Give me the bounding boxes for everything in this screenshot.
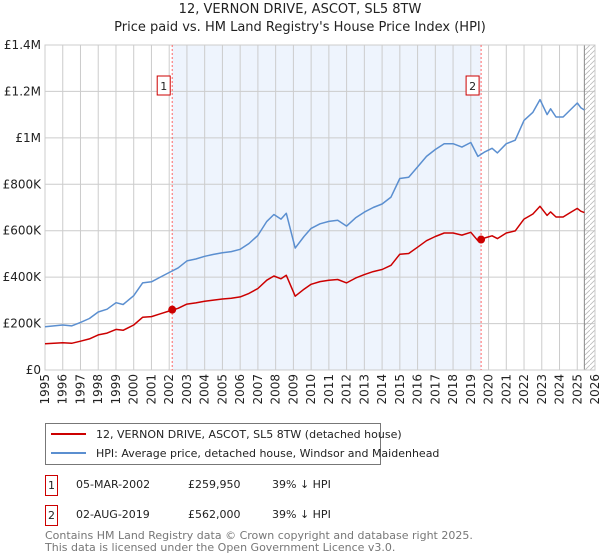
- legend-item-property: 12, VERNON DRIVE, ASCOT, SL5 8TW (detach…: [51, 426, 402, 442]
- y-tick-label: £600K: [3, 224, 43, 238]
- transaction-date: 05-MAR-2002: [76, 478, 151, 491]
- x-tick-label: 1996: [56, 374, 70, 405]
- x-tick-label: 2010: [304, 374, 318, 405]
- sale-badge: [465, 75, 480, 96]
- ownership-shade: [172, 45, 482, 370]
- x-tick-label: 2011: [322, 374, 336, 405]
- legend-swatch-hpi: [51, 452, 86, 454]
- y-tick-label: £0: [26, 363, 41, 377]
- x-tick-label: 1997: [73, 374, 87, 405]
- x-tick-label: 2014: [375, 374, 389, 405]
- plot-border: [44, 44, 596, 371]
- sale-point: [168, 305, 177, 314]
- x-tick-label: 2004: [198, 374, 212, 405]
- x-tick-label: 2018: [446, 374, 460, 405]
- x-tick-label: 2022: [517, 374, 531, 405]
- x-tick-label: 2019: [464, 374, 478, 405]
- legend: 12, VERNON DRIVE, ASCOT, SL5 8TW (detach…: [45, 423, 439, 465]
- legend-label-hpi: HPI: Average price, detached house, Wind…: [96, 446, 440, 460]
- x-tick-label: 1999: [109, 374, 123, 405]
- x-tick-label: 2012: [340, 374, 354, 405]
- legend-swatch-property: [51, 433, 86, 435]
- x-tick-label: 2003: [180, 374, 194, 405]
- hpi-line: [44, 98, 585, 328]
- x-tick-label: 2009: [286, 374, 300, 405]
- sale-badge-label: 2: [469, 80, 476, 93]
- property-price-line: [44, 205, 585, 345]
- sale-badge: [156, 75, 171, 96]
- transaction-badge: 1: [45, 475, 58, 496]
- transaction-delta: 39% ↓ HPI: [272, 478, 331, 491]
- transaction-price: £562,000: [188, 508, 241, 521]
- transaction-price: £259,950: [188, 478, 241, 491]
- footer-line-1: Contains HM Land Registry data © Crown c…: [45, 529, 473, 542]
- footer-line-2: This data is licensed under the Open Gov…: [45, 541, 396, 554]
- x-tick-label: 2007: [251, 374, 265, 405]
- y-tick-label: £1.4M: [4, 38, 41, 52]
- x-tick-label: 2005: [215, 374, 229, 405]
- legend-item-hpi: HPI: Average price, detached house, Wind…: [51, 445, 439, 461]
- y-tick-label: £400K: [3, 270, 43, 284]
- x-tick-label: 2000: [127, 374, 141, 405]
- transaction-badge: 2: [45, 505, 58, 526]
- x-tick-label: 2020: [482, 374, 496, 405]
- x-tick-label: 1998: [91, 374, 105, 405]
- x-tick-label: 2026: [588, 374, 600, 405]
- x-tick-label: 2002: [162, 374, 176, 405]
- y-tick-label: £1M: [15, 131, 41, 145]
- x-tick-label: 2017: [428, 374, 442, 405]
- sale-badge-label: 1: [160, 80, 167, 93]
- y-tick-label: £1.2M: [4, 84, 41, 98]
- x-tick-label: 2006: [233, 374, 247, 405]
- chart-title: 12, VERNON DRIVE, ASCOT, SL5 8TW: [178, 2, 422, 17]
- x-tick-label: 2013: [357, 374, 371, 405]
- x-tick-label: 2025: [570, 374, 584, 405]
- x-tick-label: 2016: [411, 374, 425, 405]
- x-tick-label: 2015: [393, 374, 407, 405]
- transaction-date: 02-AUG-2019: [76, 508, 150, 521]
- x-tick-label: 2008: [269, 374, 283, 405]
- y-tick-label: £200K: [3, 317, 43, 331]
- footer: Contains HM Land Registry data © Crown c…: [45, 530, 473, 554]
- sale-point: [477, 235, 486, 244]
- transaction-delta: 39% ↓ HPI: [272, 508, 331, 521]
- x-tick-label: 2001: [144, 374, 158, 405]
- x-tick-label: 2023: [535, 374, 549, 405]
- x-tick-label: 2021: [499, 374, 513, 405]
- y-tick-label: £800K: [3, 177, 43, 191]
- x-tick-label: 1995: [38, 374, 52, 405]
- legend-label-property: 12, VERNON DRIVE, ASCOT, SL5 8TW (detach…: [96, 427, 402, 441]
- forecast-hatch: [584, 45, 595, 370]
- x-tick-label: 2024: [553, 374, 567, 405]
- price-chart: 1995 1996 1997 1998 1999 2000 2001 2002 2003 2004…: [3, 38, 600, 405]
- chart-subtitle: Price paid vs. HM Land Registry's House …: [114, 20, 486, 35]
